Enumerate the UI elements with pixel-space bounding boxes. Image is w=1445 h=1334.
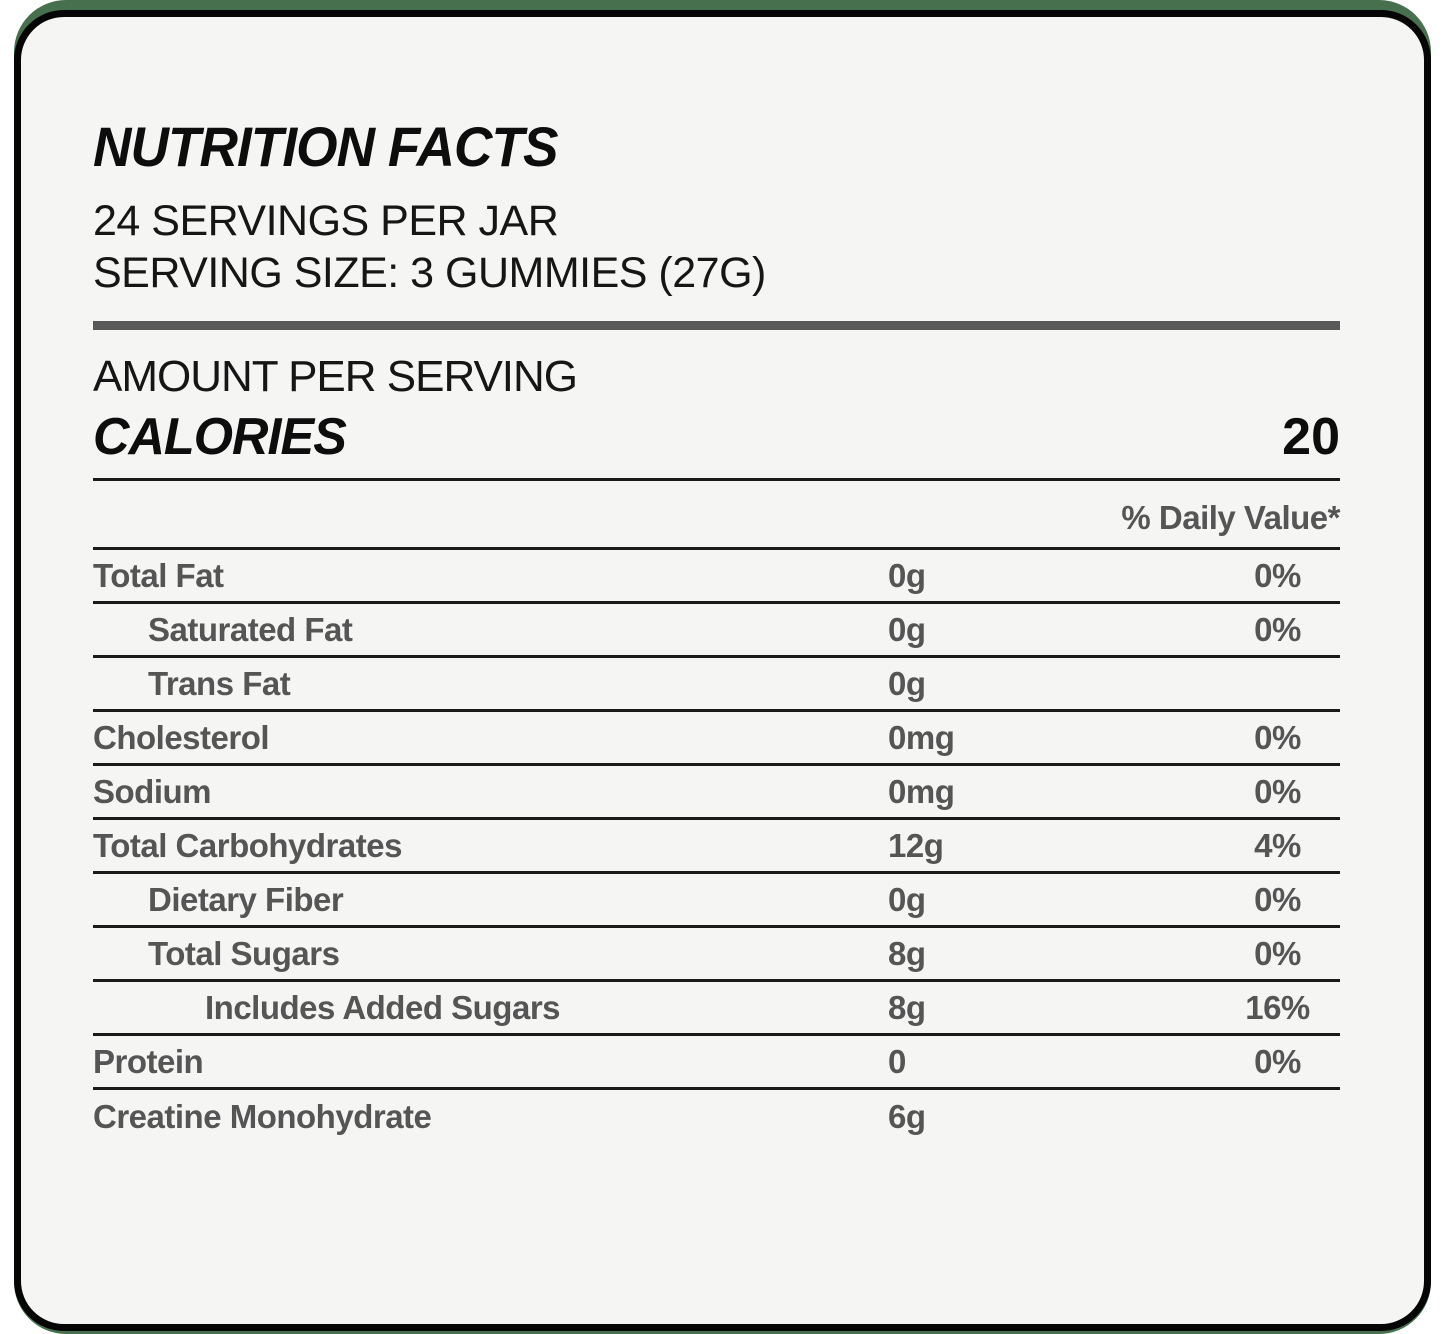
nutrient-amount: 0 <box>888 1042 906 1080</box>
table-row: Trans Fat 0g <box>93 658 1340 712</box>
label-title: NUTRITION FACTS <box>93 115 558 178</box>
nutrient-amount: 0g <box>888 880 926 918</box>
nutrient-name: Includes Added Sugars <box>205 988 561 1026</box>
table-row: Includes Added Sugars 8g 16% <box>93 982 1340 1036</box>
nutrient-amount: 8g <box>888 934 926 972</box>
nutrient-dv: 0% <box>1254 772 1301 810</box>
label-content: NUTRITION FACTS 24 SERVINGS PER JAR SERV… <box>21 17 1424 1324</box>
calories-row: CALORIES 20 <box>93 410 1340 464</box>
nutrient-name: Saturated Fat <box>148 610 353 648</box>
calories-divider <box>93 478 1340 481</box>
serving-info: 24 SERVINGS PER JAR SERVING SIZE: 3 GUMM… <box>93 195 1340 299</box>
calories-label: CALORIES <box>93 408 347 466</box>
nutrient-amount: 0mg <box>888 718 955 756</box>
nutrient-dv: 0% <box>1254 556 1301 594</box>
nutrient-name: Trans Fat <box>148 664 291 702</box>
nutrient-name: Cholesterol <box>93 718 270 756</box>
nutrient-dv: 0% <box>1254 880 1301 918</box>
serving-size: SERVING SIZE: 3 GUMMIES (27G) <box>93 249 766 297</box>
table-row: Protein 0 0% <box>93 1036 1340 1090</box>
nutrient-name: Sodium <box>93 772 212 810</box>
nutrient-name: Dietary Fiber <box>148 880 344 918</box>
nutrient-amount: 6g <box>888 1098 926 1135</box>
nutrient-dv: 0% <box>1254 934 1301 972</box>
table-row: Total Fat 0g 0% <box>93 550 1340 604</box>
nutrient-amount: 12g <box>888 826 944 864</box>
table-row: Dietary Fiber 0g 0% <box>93 874 1340 928</box>
amount-per-serving-label: AMOUNT PER SERVING <box>93 352 578 401</box>
nutrient-dv: 0% <box>1254 610 1301 648</box>
nutrient-amount: 0mg <box>888 772 955 810</box>
table-row: Total Carbohydrates 12g 4% <box>93 820 1340 874</box>
table-row: Sodium 0mg 0% <box>93 766 1340 820</box>
nutrient-name: Total Fat <box>93 556 224 594</box>
nutrient-name: Total Carbohydrates <box>93 826 402 864</box>
table-row: Saturated Fat 0g 0% <box>93 604 1340 658</box>
nutrient-name: Total Sugars <box>148 934 340 972</box>
nutrient-name: Protein <box>93 1042 204 1080</box>
nutrient-amount: 8g <box>888 988 926 1026</box>
nutrient-amount: 0g <box>888 610 926 648</box>
daily-value-header: % Daily Value* <box>93 481 1341 550</box>
nutrient-amount: 0g <box>888 664 926 702</box>
nutrient-dv: 0% <box>1254 718 1301 756</box>
servings-per-jar: 24 SERVINGS PER JAR <box>93 197 559 245</box>
nutrient-table: Total Fat 0g 0% Saturated Fat 0g 0% Tran… <box>93 550 1340 1144</box>
table-row: Creatine Monohydrate 6g <box>93 1090 1340 1144</box>
table-row: Cholesterol 0mg 0% <box>93 712 1340 766</box>
nutrition-label-card: NUTRITION FACTS 24 SERVINGS PER JAR SERV… <box>14 10 1431 1331</box>
section-divider-bar <box>93 321 1340 330</box>
nutrient-amount: 0g <box>888 556 926 594</box>
nutrient-dv: 0% <box>1254 1042 1301 1080</box>
nutrient-name: Creatine Monohydrate <box>93 1098 432 1135</box>
nutrient-dv: 4% <box>1254 826 1301 864</box>
calories-value: 20 <box>1282 408 1340 466</box>
nutrient-dv: 16% <box>1245 988 1310 1026</box>
table-row: Total Sugars 8g 0% <box>93 928 1340 982</box>
